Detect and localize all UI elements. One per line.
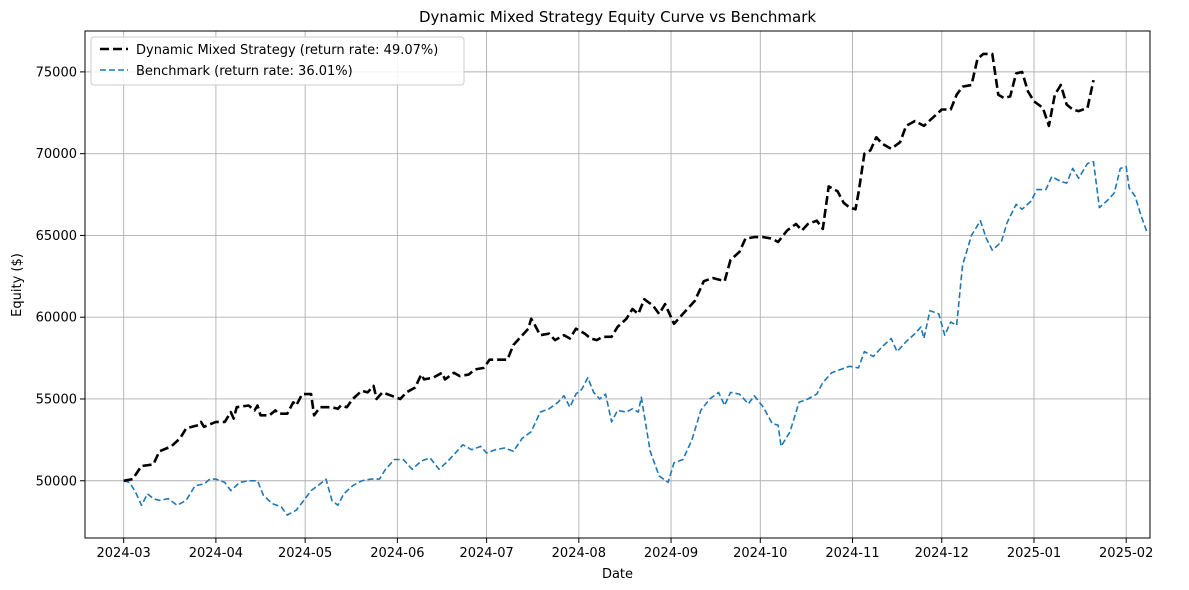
series-line-strategy bbox=[123, 52, 1095, 483]
y-tick-label: 70000 bbox=[36, 147, 77, 162]
grid-layer bbox=[85, 31, 1150, 538]
x-tick-label: 2024-11 bbox=[825, 546, 879, 561]
x-tick-label: 2024-04 bbox=[189, 546, 243, 561]
x-tick-label: 2024-09 bbox=[644, 546, 698, 561]
x-tick-label: 2024-05 bbox=[278, 546, 332, 561]
series-line-benchmark bbox=[123, 161, 1148, 516]
lines-layer bbox=[123, 52, 1148, 516]
legend-box bbox=[90, 36, 465, 86]
x-axis-label: Date bbox=[602, 567, 633, 582]
x-tick-label: 2024-08 bbox=[552, 546, 606, 561]
x-tick-label: 2024-03 bbox=[97, 546, 151, 561]
plot-frame bbox=[84, 30, 1151, 539]
x-tick-label: 2024-12 bbox=[915, 546, 969, 561]
legend-label-strategy: Dynamic Mixed Strategy (return rate: 49.… bbox=[136, 43, 438, 58]
x-tick-label: 2024-06 bbox=[370, 546, 424, 561]
legend: Dynamic Mixed Strategy (return rate: 49.… bbox=[90, 36, 465, 86]
ticks-layer: 2024-03 2024-04 2024-05 2024-06 2024-07 2024-… bbox=[36, 65, 1154, 561]
y-axis-label: Equity ($) bbox=[10, 253, 25, 317]
legend-label-benchmark: Benchmark (return rate: 36.01%) bbox=[136, 64, 353, 79]
chart-title: Dynamic Mixed Strategy Equity Curve vs B… bbox=[419, 8, 816, 26]
y-tick-label: 50000 bbox=[36, 474, 77, 489]
y-tick-label: 60000 bbox=[36, 311, 77, 326]
x-tick-label: 2025-01 bbox=[1007, 546, 1061, 561]
y-tick-label: 55000 bbox=[36, 392, 77, 407]
x-tick-label: 2024-07 bbox=[459, 546, 513, 561]
x-tick-label: 2024-10 bbox=[733, 546, 787, 561]
x-tick-label: 2025-02 bbox=[1099, 546, 1153, 561]
y-tick-label: 75000 bbox=[36, 65, 77, 80]
y-tick-label: 65000 bbox=[36, 229, 77, 244]
